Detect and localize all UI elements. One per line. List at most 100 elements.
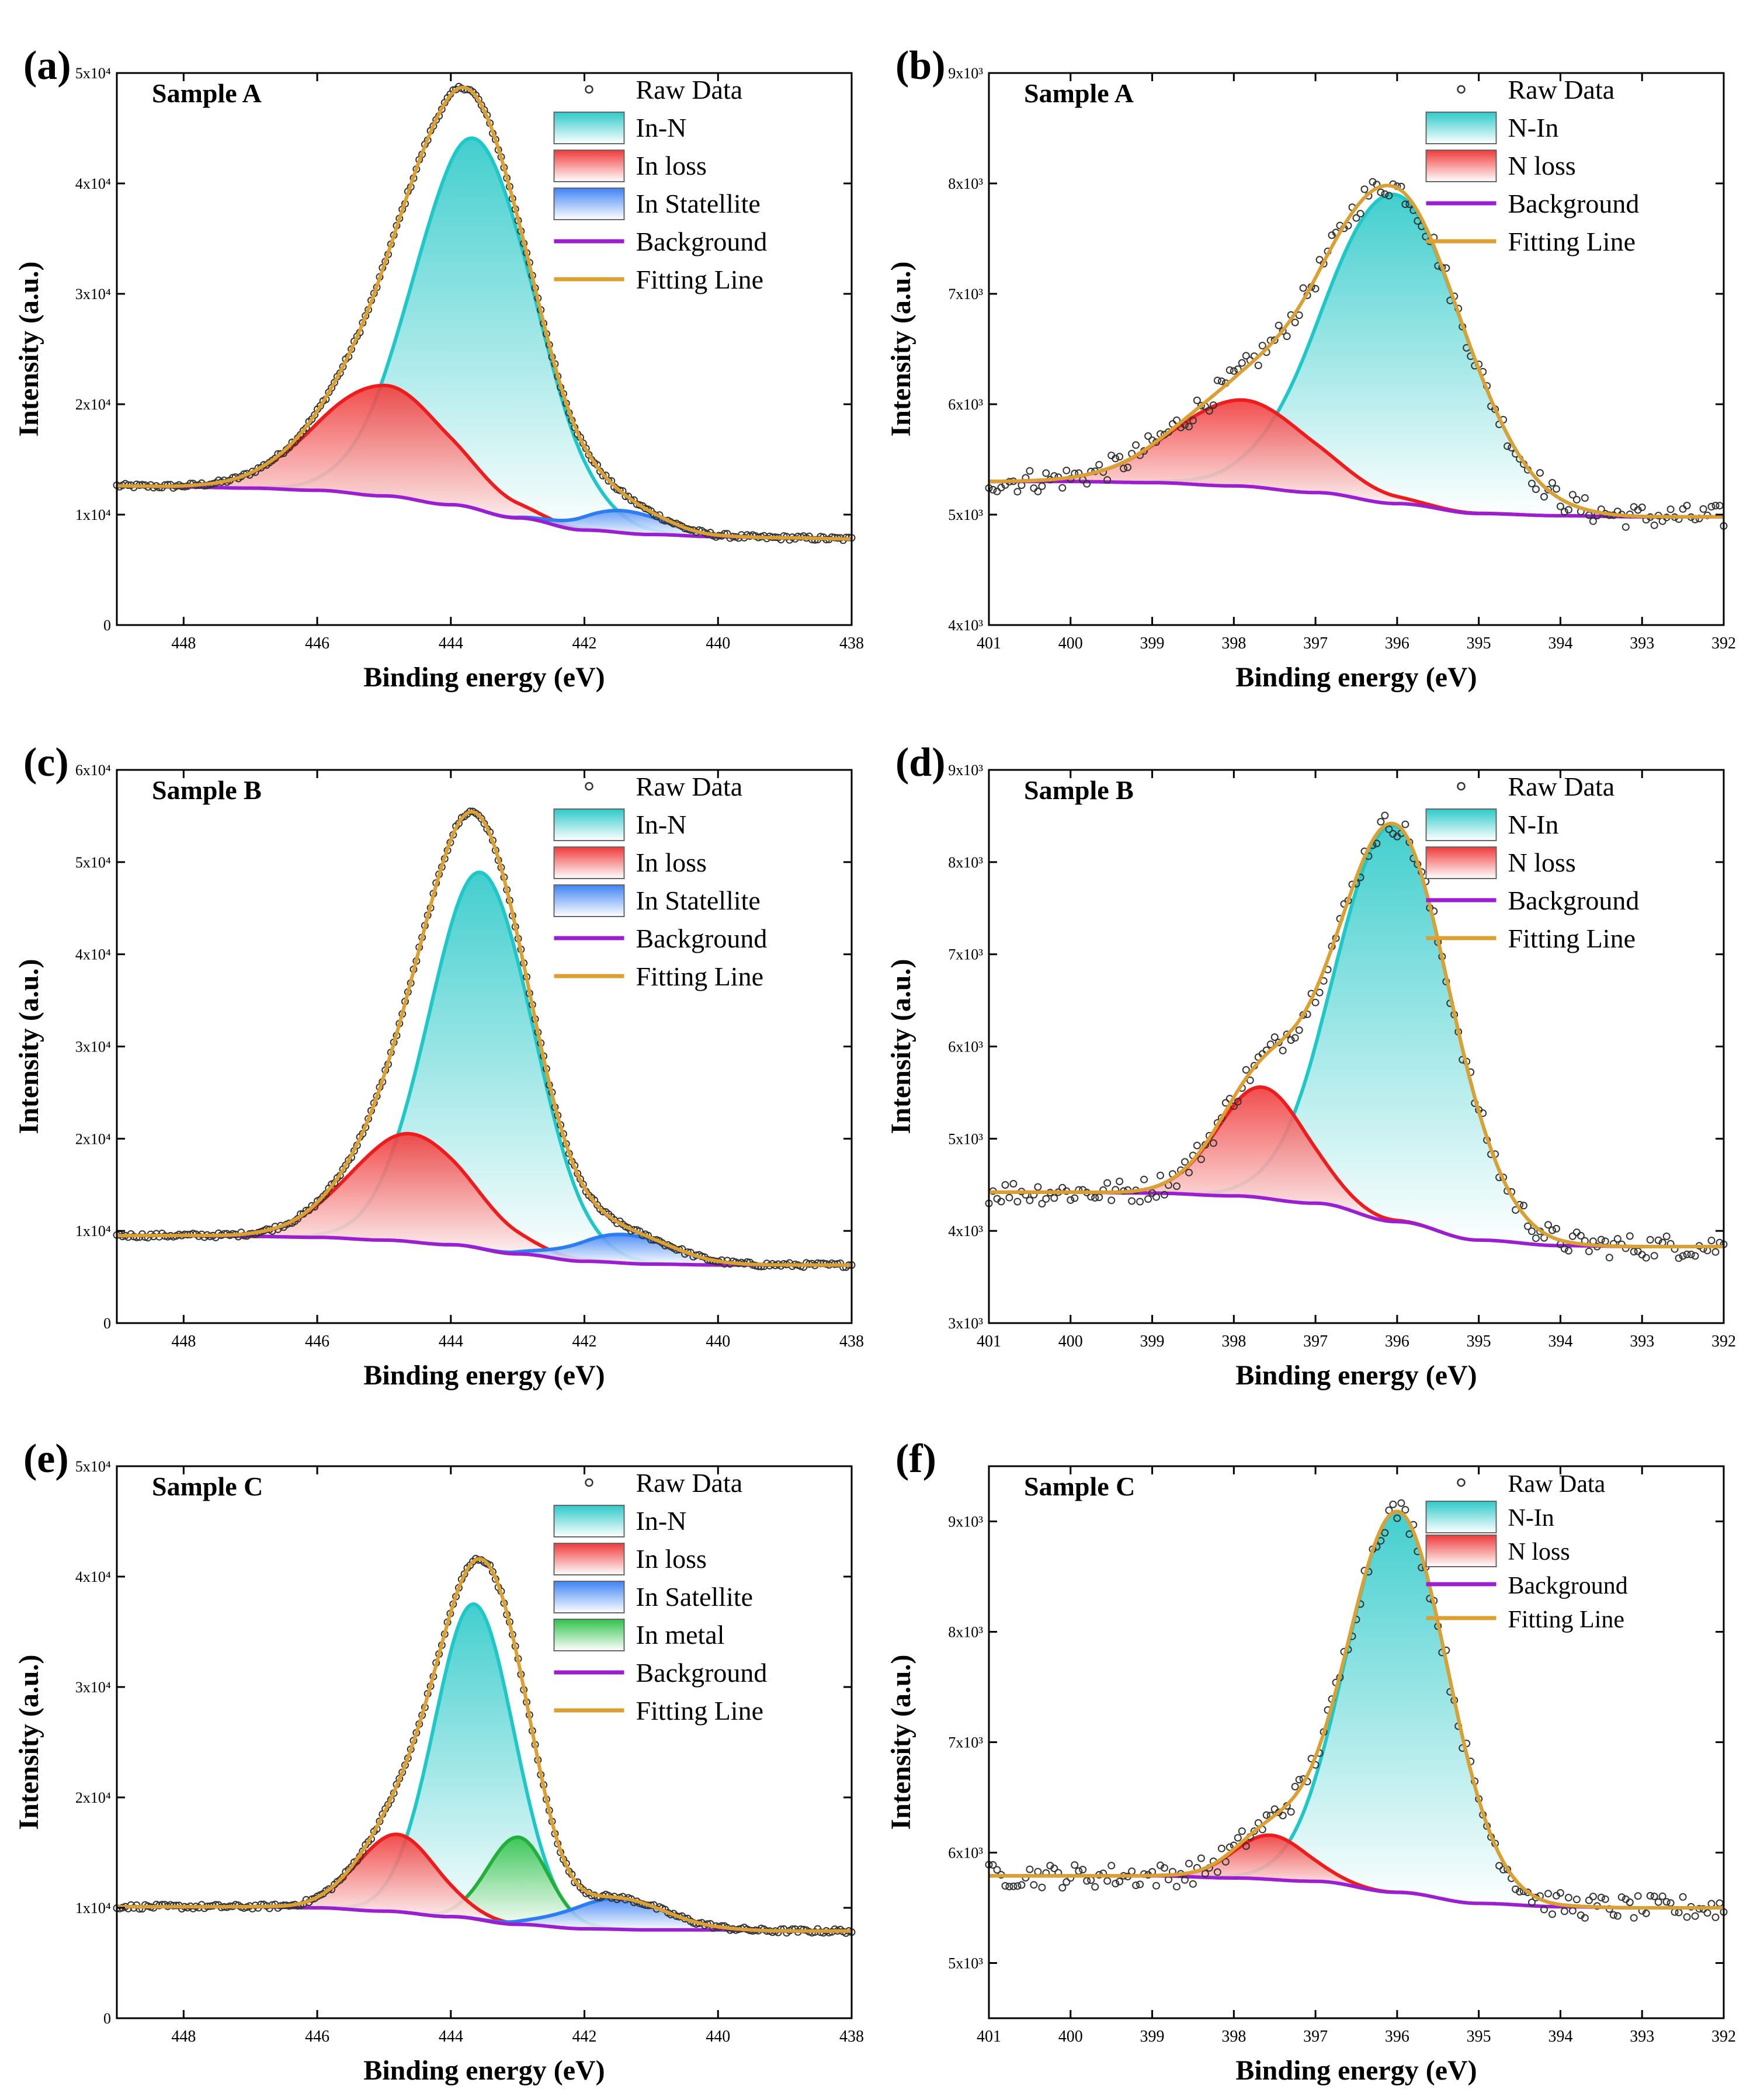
background-line (989, 480, 1724, 519)
raw-data-point (1585, 1896, 1593, 1904)
y-tick-label: 0 (103, 1315, 111, 1332)
sample-label: Sample C (1024, 1471, 1135, 1501)
peak-fill-in-statellite (438, 1234, 811, 1265)
raw-data-point (1189, 416, 1197, 425)
raw-data-point (1038, 1200, 1046, 1208)
raw-data-point (1103, 1877, 1112, 1885)
x-tick-label: 446 (305, 634, 329, 652)
panel-d: 401 400 399 398 397 396 395 394 393 392 3x10³ 4x10³… (886, 740, 1736, 1391)
raw-data-point (1711, 502, 1720, 509)
raw-data-point (1568, 491, 1577, 499)
raw-data-point (989, 485, 997, 494)
raw-data-point (1532, 485, 1540, 493)
legend-label: Raw Data (1508, 772, 1615, 801)
y-tick-label: 7x10³ (948, 946, 983, 963)
raw-data-point (1075, 1867, 1083, 1875)
x-tick-label: 442 (572, 2028, 597, 2046)
raw-data-point (1083, 1877, 1091, 1885)
raw-data-point (1532, 1234, 1540, 1242)
sample-label: Sample C (152, 1471, 263, 1501)
raw-data-point (1658, 517, 1666, 525)
raw-data-point (1144, 432, 1152, 440)
raw-data-point (1577, 1231, 1585, 1240)
peak-fill-n-in (1195, 1511, 1598, 1907)
raw-data-point (1026, 467, 1034, 475)
raw-data-point (1540, 492, 1548, 501)
raw-data-point (1291, 318, 1299, 327)
raw-data-point (1352, 214, 1360, 222)
raw-data-point (1258, 342, 1266, 350)
raw-data-point (1617, 1893, 1626, 1901)
x-axis-title: Binding energy (eV) (363, 1360, 605, 1391)
x-tick-label: 438 (839, 634, 864, 652)
raw-data-point (1091, 1883, 1099, 1891)
y-axis-title: Intensity (a.u.) (886, 1654, 916, 1830)
x-tick-label: 397 (1303, 1332, 1328, 1351)
x-tick-label: 397 (1303, 634, 1328, 652)
sample-label: Sample B (1024, 775, 1134, 805)
x-tick-label: 400 (1058, 2028, 1083, 2046)
raw-data-point (1136, 1880, 1144, 1889)
legend-label: Fitting Line (636, 962, 764, 991)
peak-fill-in-n (314, 1604, 634, 1930)
raw-data-point (1116, 453, 1124, 461)
raw-data-point (1646, 1891, 1654, 1900)
raw-data-point (1201, 1870, 1209, 1878)
panel-f: 401 400 399 398 397 396 395 394 393 392 5x10³ 6x10³… (886, 1436, 1736, 2086)
x-tick-label: 440 (706, 634, 730, 652)
raw-data-point (1295, 311, 1303, 320)
raw-data-point (1675, 1254, 1683, 1262)
panel-e: 448 446 444 442 440 438 0 1x10⁴ 2x10⁴ 3x10⁴ 4x10⁴ 5… (13, 1436, 864, 2086)
raw-data-point (1638, 504, 1646, 511)
fitting-line (989, 821, 1724, 1248)
raw-data-point (1544, 1221, 1552, 1229)
raw-data-point (1144, 1195, 1152, 1203)
raw-data-point (1373, 839, 1381, 848)
legend-swatch-teal (553, 1505, 625, 1537)
raw-data-point (1189, 1880, 1197, 1888)
x-tick-label: 395 (1467, 2028, 1491, 2046)
legend-label: N-In (1508, 810, 1559, 839)
raw-data-point (1516, 1887, 1524, 1896)
raw-data-point (1132, 441, 1140, 449)
raw-data-point (993, 1866, 1001, 1874)
y-tick-label: 6x10³ (948, 1845, 983, 1862)
legend-label: Background (636, 924, 768, 953)
raw-data-point (1128, 1868, 1136, 1875)
raw-data-point (1679, 1893, 1687, 1901)
x-tick-label: 438 (839, 2028, 864, 2046)
raw-data-point (1716, 502, 1724, 510)
raw-data-point (1173, 1182, 1180, 1190)
raw-data-point (1666, 1899, 1675, 1907)
raw-data-point (1699, 505, 1707, 513)
raw-data-point (616, 486, 624, 494)
raw-data-point (1597, 1893, 1605, 1901)
raw-data-point (1495, 1862, 1504, 1870)
sample-label: Sample B (152, 775, 262, 805)
legend-swatch-red (1425, 1535, 1497, 1567)
y-tick-label: 9x10³ (948, 762, 983, 779)
raw-data-point (1568, 1232, 1577, 1240)
raw-data-point (1679, 1252, 1687, 1260)
x-tick-label: 392 (1711, 1332, 1736, 1351)
raw-data-point (1136, 1197, 1144, 1206)
raw-data-point (1173, 1883, 1180, 1891)
legend-swatch-red (553, 150, 625, 182)
y-tick-label: 9x10³ (948, 1514, 983, 1530)
legend-swatch-blue (553, 1581, 625, 1613)
raw-data-point (1161, 1190, 1168, 1199)
y-tick-label: 3x10⁴ (75, 286, 111, 303)
plot-frame (116, 1465, 853, 2019)
raw-data-point (1711, 1248, 1720, 1256)
legend-marker-raw-data (1457, 85, 1466, 94)
legend-marker-raw-data (585, 782, 593, 791)
raw-data-point (1556, 1889, 1564, 1897)
peak-fill-n-in (1117, 194, 1669, 517)
legend-swatch-teal (1425, 808, 1497, 841)
raw-data-point (1030, 1881, 1038, 1889)
y-tick-label: 6x10³ (948, 396, 983, 413)
y-tick-label: 4x10⁴ (75, 946, 111, 963)
fitting-line (117, 810, 852, 1267)
raw-data-point (1030, 484, 1038, 492)
